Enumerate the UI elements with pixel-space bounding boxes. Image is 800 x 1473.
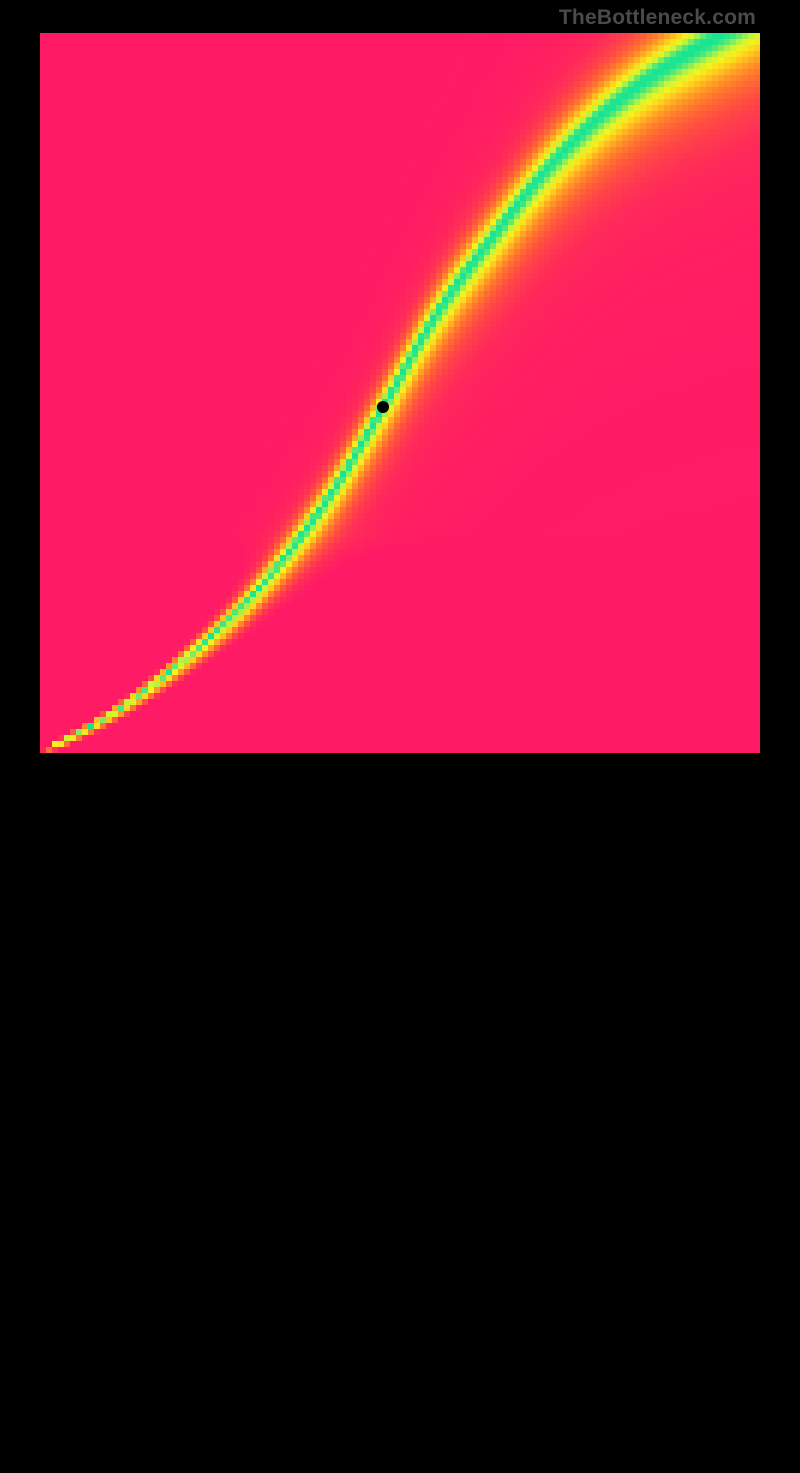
crosshair-horizontal xyxy=(40,1126,760,1127)
crosshair-vertical xyxy=(382,753,383,1473)
heatmap-plot xyxy=(40,33,760,753)
heatmap-canvas xyxy=(40,33,760,753)
outer-frame: TheBottleneck.com xyxy=(0,0,800,800)
watermark-text: TheBottleneck.com xyxy=(559,6,756,30)
marker-dot xyxy=(377,401,389,413)
